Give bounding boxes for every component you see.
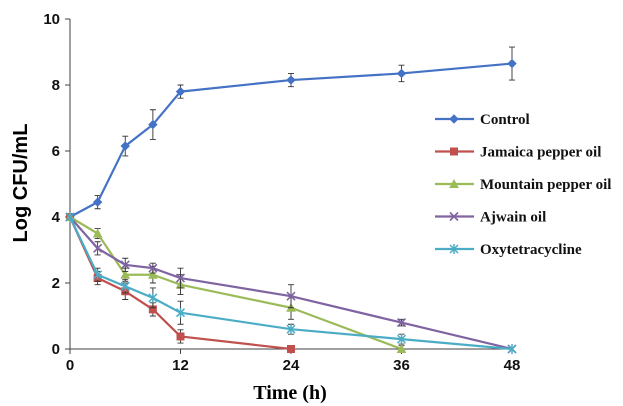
data-point [148, 119, 158, 130]
series-line-control [69, 62, 513, 218]
series-line-oxytetracycline [69, 216, 513, 351]
x-tick-label: 36 [393, 357, 410, 374]
data-point [148, 292, 158, 303]
legend-item-ajwain-oil: Ajwain oil [435, 210, 546, 226]
legend-label: Ajwain oil [480, 210, 546, 226]
legend-swatch-marker [449, 244, 459, 254]
legend-item-mountain-pepper-oil: Mountain pepper oil [435, 177, 611, 193]
series-oxytetracycline [65, 212, 517, 354]
data-point [120, 141, 130, 151]
data-point [120, 260, 130, 270]
legend-label: Control [480, 112, 530, 128]
y-tick-label: 0 [52, 341, 60, 358]
legend-swatch-marker [449, 178, 459, 188]
legend-swatch-marker [449, 114, 459, 124]
data-point [93, 269, 103, 280]
data-point [92, 228, 103, 238]
data-point [175, 86, 186, 97]
data-point [148, 263, 158, 273]
x-tick-label: 0 [66, 357, 74, 374]
legend-item-jamaica-pepper-oil: Jamaica pepper oil [435, 145, 601, 161]
data-point [148, 269, 158, 279]
y-tick-label: 6 [52, 143, 60, 160]
data-point [93, 243, 103, 253]
data-point [396, 334, 407, 345]
data-point [92, 197, 103, 207]
legend-swatch-marker [450, 147, 458, 156]
data-point [286, 291, 296, 301]
y-tick-label: 10 [43, 11, 60, 28]
x-axis-title: Time (h) [253, 382, 327, 404]
x-tick-label: 48 [504, 357, 521, 374]
legend-item-control: Control [435, 112, 530, 128]
data-point [396, 68, 407, 79]
data-point [287, 345, 295, 353]
data-point [65, 212, 75, 222]
data-point [396, 343, 407, 353]
data-point [176, 332, 185, 341]
data-point [120, 269, 131, 279]
data-point [507, 344, 517, 354]
data-point [396, 318, 407, 328]
y-tick-label: 2 [52, 275, 60, 292]
data-point [286, 75, 296, 85]
legend-item-oxytetracycline: Oxytetracycline [435, 242, 582, 258]
data-point [507, 58, 517, 69]
legend-label: Mountain pepper oil [480, 177, 611, 193]
series-line-ajwain-oil [69, 216, 513, 351]
x-tick-label: 24 [283, 357, 300, 374]
data-point [175, 273, 186, 283]
data-point [175, 307, 186, 318]
data-point [286, 324, 296, 335]
series-control [65, 46, 517, 222]
data-point [120, 281, 130, 292]
y-tick-label: 8 [52, 77, 60, 94]
legend-swatch-marker [449, 211, 459, 222]
legend-label: Oxytetracycline [480, 242, 582, 258]
x-tick-label: 12 [172, 357, 189, 374]
legend: Control Jamaica pepper oil Mountain pepper… [435, 112, 611, 258]
y-axis-title: Log CFU/mL [10, 124, 32, 243]
y-tick-label: 4 [52, 209, 61, 226]
series-layer [65, 46, 517, 354]
legend-label: Jamaica pepper oil [480, 145, 601, 161]
series-line-jamaica-pepper-oil [68, 216, 292, 351]
